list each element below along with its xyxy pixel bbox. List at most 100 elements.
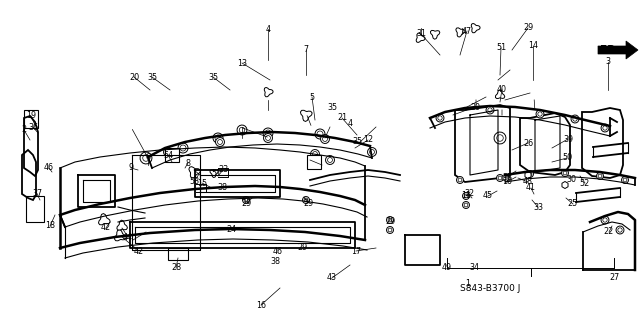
Text: 2: 2 xyxy=(21,125,27,134)
Polygon shape xyxy=(436,114,444,122)
Text: 53: 53 xyxy=(189,178,199,187)
Polygon shape xyxy=(503,174,509,181)
Text: 33: 33 xyxy=(533,203,543,212)
Text: 38: 38 xyxy=(217,183,227,193)
Polygon shape xyxy=(486,106,494,114)
Text: 36: 36 xyxy=(28,123,38,132)
Polygon shape xyxy=(416,33,425,43)
Polygon shape xyxy=(497,174,504,181)
Text: 40: 40 xyxy=(497,84,507,93)
Polygon shape xyxy=(616,226,624,234)
Polygon shape xyxy=(310,149,319,158)
Polygon shape xyxy=(601,216,609,224)
Text: 29: 29 xyxy=(385,218,395,227)
Polygon shape xyxy=(189,167,200,178)
Text: 9: 9 xyxy=(129,164,134,172)
Text: 4: 4 xyxy=(348,118,353,127)
Text: 22: 22 xyxy=(604,228,614,236)
Polygon shape xyxy=(463,193,470,199)
Text: 6: 6 xyxy=(145,153,150,162)
Text: 26: 26 xyxy=(523,139,533,148)
Text: 3: 3 xyxy=(605,58,611,67)
Polygon shape xyxy=(264,87,273,97)
Polygon shape xyxy=(527,171,534,178)
Text: 24: 24 xyxy=(226,226,236,235)
Text: 15: 15 xyxy=(197,179,207,188)
Text: 39: 39 xyxy=(563,134,573,143)
Text: 30: 30 xyxy=(566,174,576,183)
Text: 45: 45 xyxy=(483,191,493,201)
Text: 38: 38 xyxy=(270,257,280,266)
Text: 46: 46 xyxy=(44,164,54,172)
Text: 50: 50 xyxy=(562,154,572,163)
Polygon shape xyxy=(596,172,604,180)
Polygon shape xyxy=(321,134,330,143)
Polygon shape xyxy=(598,41,638,59)
Polygon shape xyxy=(300,110,312,122)
Text: 19: 19 xyxy=(26,111,36,121)
Text: 44: 44 xyxy=(123,233,133,242)
Text: 54: 54 xyxy=(163,150,173,159)
Polygon shape xyxy=(115,229,126,241)
FancyBboxPatch shape xyxy=(307,155,321,169)
Text: 52: 52 xyxy=(580,179,590,188)
Text: 42: 42 xyxy=(101,223,111,233)
FancyBboxPatch shape xyxy=(168,248,188,260)
Text: 47: 47 xyxy=(462,27,472,36)
Circle shape xyxy=(213,133,223,143)
Polygon shape xyxy=(471,23,480,33)
Text: 13: 13 xyxy=(237,59,247,68)
Text: 20: 20 xyxy=(129,73,139,82)
Text: 37: 37 xyxy=(32,189,42,198)
Text: 17: 17 xyxy=(351,246,361,255)
Polygon shape xyxy=(243,196,250,204)
Text: 5: 5 xyxy=(309,92,315,101)
Text: 35: 35 xyxy=(208,73,218,82)
Text: 46: 46 xyxy=(273,246,283,255)
Polygon shape xyxy=(117,220,127,230)
Polygon shape xyxy=(99,213,110,225)
Polygon shape xyxy=(367,148,376,156)
Text: 14: 14 xyxy=(528,42,538,51)
Polygon shape xyxy=(431,30,440,39)
Text: 38: 38 xyxy=(502,172,512,181)
Polygon shape xyxy=(264,133,273,142)
Polygon shape xyxy=(456,28,465,37)
Circle shape xyxy=(315,129,325,139)
Text: 1: 1 xyxy=(465,279,470,289)
Polygon shape xyxy=(495,90,505,99)
Text: 35: 35 xyxy=(147,73,157,82)
Text: 35: 35 xyxy=(327,102,337,111)
Text: FR.: FR. xyxy=(600,45,620,55)
Text: 29: 29 xyxy=(298,244,308,252)
Polygon shape xyxy=(536,110,544,118)
Text: 11: 11 xyxy=(461,191,471,201)
Text: 18: 18 xyxy=(45,221,55,230)
Polygon shape xyxy=(562,181,568,188)
Polygon shape xyxy=(326,156,335,164)
Text: 7: 7 xyxy=(303,45,308,54)
Polygon shape xyxy=(210,170,218,178)
Text: 29: 29 xyxy=(303,198,313,207)
Polygon shape xyxy=(571,115,579,123)
Text: S843-B3700 J: S843-B3700 J xyxy=(460,284,520,293)
Text: 29: 29 xyxy=(523,23,533,33)
Polygon shape xyxy=(494,132,506,144)
Polygon shape xyxy=(237,125,247,135)
Text: 49: 49 xyxy=(442,263,452,273)
Polygon shape xyxy=(621,177,628,183)
Circle shape xyxy=(263,128,273,138)
Text: 41: 41 xyxy=(526,183,536,193)
Text: 48: 48 xyxy=(523,178,533,187)
Text: 27: 27 xyxy=(609,274,619,283)
Polygon shape xyxy=(387,227,394,234)
Text: 25: 25 xyxy=(568,199,578,209)
Text: 35: 35 xyxy=(352,137,362,146)
Polygon shape xyxy=(164,148,173,156)
Text: 51: 51 xyxy=(211,170,221,179)
Polygon shape xyxy=(525,172,531,179)
Text: 34: 34 xyxy=(469,263,479,273)
Text: 4: 4 xyxy=(266,25,271,34)
Polygon shape xyxy=(303,196,310,204)
Text: 28: 28 xyxy=(171,263,181,273)
